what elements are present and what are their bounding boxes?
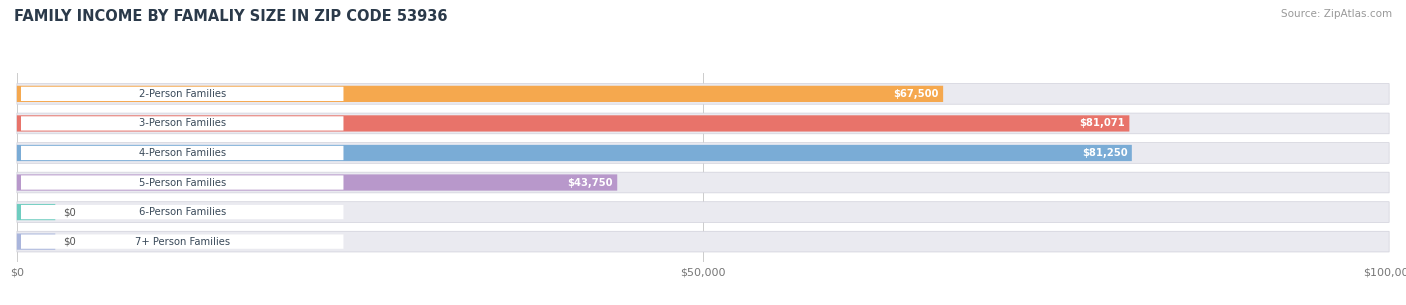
Text: $0: $0 (63, 207, 76, 217)
Text: 2-Person Families: 2-Person Families (139, 89, 226, 99)
FancyBboxPatch shape (17, 172, 1389, 193)
Text: 6-Person Families: 6-Person Families (139, 207, 226, 217)
FancyBboxPatch shape (21, 146, 343, 160)
Text: $81,250: $81,250 (1083, 148, 1128, 158)
Text: Source: ZipAtlas.com: Source: ZipAtlas.com (1281, 9, 1392, 19)
Text: $0: $0 (63, 237, 76, 247)
FancyBboxPatch shape (21, 175, 343, 190)
Text: 3-Person Families: 3-Person Families (139, 118, 226, 128)
FancyBboxPatch shape (17, 204, 55, 220)
FancyBboxPatch shape (21, 205, 343, 219)
Text: 4-Person Families: 4-Person Families (139, 148, 226, 158)
FancyBboxPatch shape (17, 174, 617, 191)
Text: FAMILY INCOME BY FAMALIY SIZE IN ZIP CODE 53936: FAMILY INCOME BY FAMALIY SIZE IN ZIP COD… (14, 9, 447, 24)
Text: 5-Person Families: 5-Person Families (139, 178, 226, 188)
FancyBboxPatch shape (21, 87, 343, 101)
FancyBboxPatch shape (17, 115, 1129, 131)
Text: $81,071: $81,071 (1080, 118, 1125, 128)
Text: 7+ Person Families: 7+ Person Families (135, 237, 229, 247)
FancyBboxPatch shape (21, 235, 343, 249)
FancyBboxPatch shape (17, 84, 1389, 104)
FancyBboxPatch shape (21, 116, 343, 131)
FancyBboxPatch shape (17, 86, 943, 102)
Text: $43,750: $43,750 (568, 178, 613, 188)
FancyBboxPatch shape (17, 202, 1389, 222)
FancyBboxPatch shape (17, 234, 55, 250)
FancyBboxPatch shape (17, 143, 1389, 163)
FancyBboxPatch shape (17, 145, 1132, 161)
FancyBboxPatch shape (17, 231, 1389, 252)
FancyBboxPatch shape (17, 113, 1389, 134)
Text: $67,500: $67,500 (894, 89, 939, 99)
